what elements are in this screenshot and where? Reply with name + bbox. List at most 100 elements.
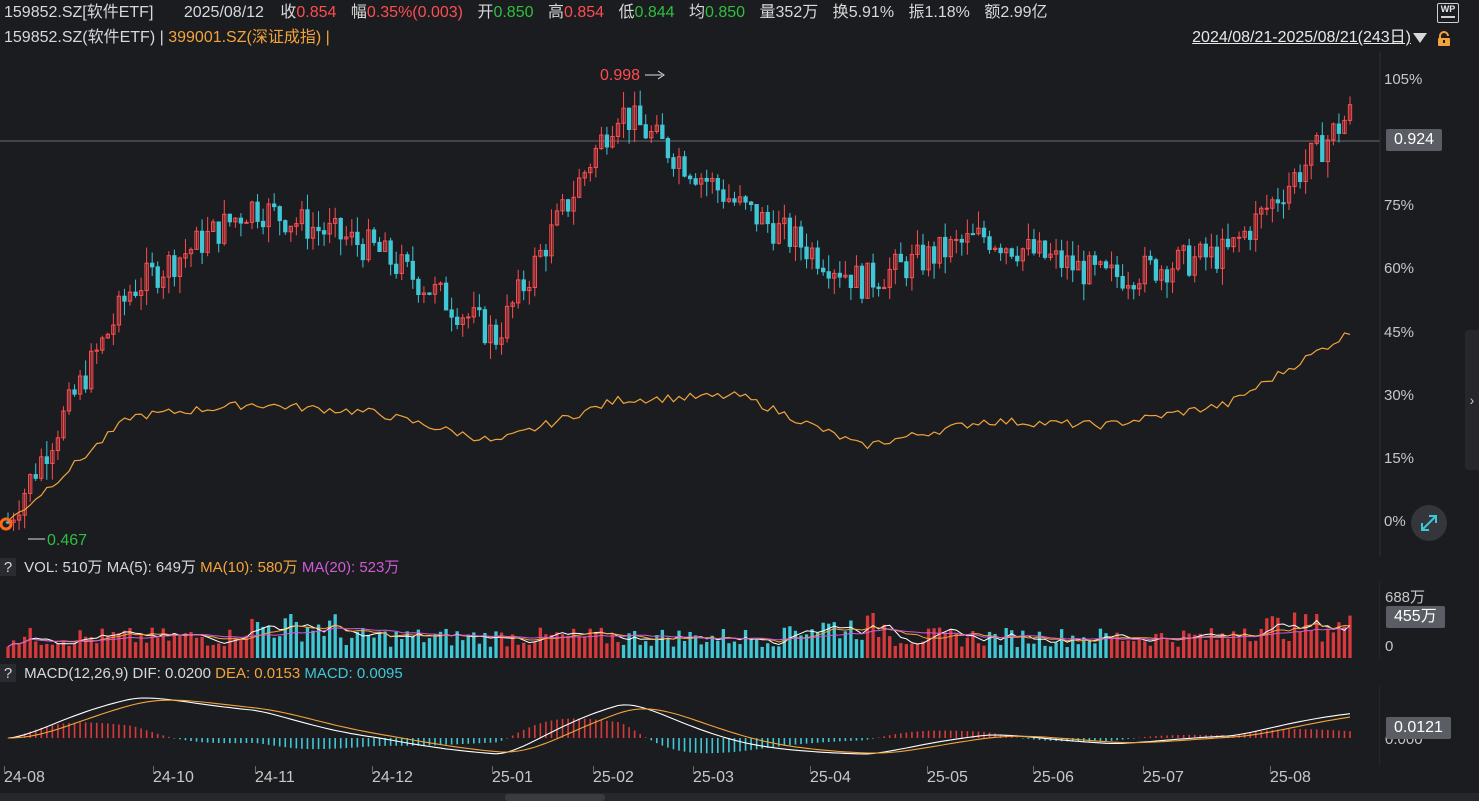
- candle-body: [22, 492, 27, 516]
- change-value: 0.35%(0.003): [366, 4, 463, 21]
- expand-icon[interactable]: [1411, 505, 1447, 541]
- macd-bar: [328, 738, 331, 749]
- volume-bar: [1082, 637, 1086, 658]
- volume-bar: [455, 631, 459, 658]
- candle-body: [310, 226, 316, 239]
- candle-body: [527, 286, 532, 292]
- open-value: 0.850: [493, 4, 534, 21]
- volume-bar: [649, 645, 653, 658]
- macd-bar: [766, 738, 769, 748]
- volume-bar: [560, 634, 565, 658]
- macd-bar: [395, 738, 397, 746]
- macd-bar: [1227, 735, 1229, 738]
- candle-body: [865, 262, 870, 299]
- macd-bar: [79, 722, 81, 738]
- main-price-chart[interactable]: 0.998 0.467: [0, 52, 1479, 556]
- candle-body: [1031, 239, 1037, 254]
- volume-bar: [200, 636, 204, 658]
- macd-bar: [1038, 738, 1041, 741]
- candle-body: [998, 247, 1003, 254]
- candle-body: [205, 231, 210, 253]
- candle-body: [615, 122, 621, 138]
- candle-body: [1253, 213, 1258, 240]
- candle-body: [166, 255, 171, 278]
- volume-bar: [144, 642, 149, 658]
- horizontal-scrollbar[interactable]: [0, 793, 1479, 801]
- volume-chart[interactable]: [0, 580, 1380, 660]
- volume-bar: [67, 645, 71, 658]
- volume-bar: [993, 633, 997, 658]
- candle-body: [837, 272, 842, 278]
- macd-bar: [728, 738, 730, 753]
- candle-body: [809, 247, 815, 260]
- macd-bar: [1271, 729, 1274, 738]
- macd-bar: [545, 721, 547, 738]
- triangle-down-icon[interactable]: [1413, 33, 1427, 43]
- macd-chart[interactable]: [0, 686, 1380, 766]
- volume-bar: [666, 638, 670, 658]
- candle-body: [438, 282, 443, 285]
- candle-body: [405, 254, 410, 262]
- macd-bar: [639, 733, 641, 738]
- macd-bar: [1304, 729, 1307, 738]
- macd-bar: [29, 731, 31, 738]
- macd-bar: [572, 718, 575, 738]
- macd-help-button[interactable]: ?: [0, 664, 16, 682]
- macd-bar: [262, 738, 264, 744]
- candle-body: [682, 156, 687, 177]
- macd-bar: [938, 730, 941, 738]
- candle-body: [1131, 285, 1136, 290]
- macd-bar: [195, 738, 198, 742]
- volume-bar: [660, 629, 665, 658]
- macd-bar: [755, 738, 758, 750]
- macd-bar: [833, 738, 836, 742]
- candle-body: [1303, 164, 1308, 183]
- date-range-selector[interactable]: 2024/08/21-2025/08/21(243日): [1192, 29, 1411, 46]
- candle-body: [793, 226, 798, 247]
- candle-body: [199, 230, 205, 253]
- macd-bar: [983, 731, 985, 738]
- macd-bar: [1105, 738, 1107, 742]
- volume-bar: [777, 646, 781, 658]
- macd-bar: [345, 738, 348, 749]
- macd-bar: [356, 738, 359, 748]
- macd-bar: [295, 738, 298, 749]
- macd-bar: [123, 725, 126, 738]
- volume-help-button[interactable]: ?: [0, 558, 16, 576]
- volume-bar: [444, 628, 448, 658]
- lock-icon[interactable]: [1436, 31, 1452, 47]
- volume-bar: [300, 641, 304, 658]
- macd-bar: [739, 738, 741, 752]
- candle-body: [543, 249, 549, 257]
- legend-main[interactable]: 159852.SZ(软件ETF) |: [4, 29, 164, 46]
- macd-bar: [1066, 738, 1068, 742]
- volume-bar: [749, 638, 753, 658]
- candle-body: [33, 474, 38, 479]
- volume-bar: [483, 632, 487, 658]
- macd-y-tag: 0.0121: [1386, 717, 1451, 739]
- wp-icon[interactable]: WP: [1437, 3, 1459, 23]
- candle-body: [11, 519, 16, 523]
- macd-value: MACD: 0.0095: [304, 665, 403, 682]
- macd-bar: [595, 719, 597, 738]
- macd-bar: [861, 738, 863, 741]
- volume-bar: [1087, 641, 1092, 658]
- candle-body: [726, 198, 732, 202]
- candle-body: [1264, 207, 1269, 210]
- scrollbar-thumb[interactable]: [505, 794, 605, 801]
- macd-bar: [567, 718, 569, 738]
- macd-bar: [1327, 729, 1329, 738]
- volume-bar: [849, 620, 853, 658]
- candle-body: [116, 295, 122, 326]
- legend-compare[interactable]: 399001.SZ(深证成指) |: [168, 29, 330, 46]
- macd-bar: [168, 736, 170, 738]
- candle-body: [421, 292, 427, 296]
- macd-bar: [916, 731, 919, 738]
- volume-bar: [538, 627, 543, 658]
- candle-body: [1187, 245, 1192, 276]
- macd-bar: [1144, 736, 1146, 738]
- volume-bar: [366, 634, 371, 658]
- candle-body: [55, 437, 61, 452]
- chevron-right-icon[interactable]: ›: [1465, 330, 1479, 470]
- volume-bar: [339, 637, 343, 658]
